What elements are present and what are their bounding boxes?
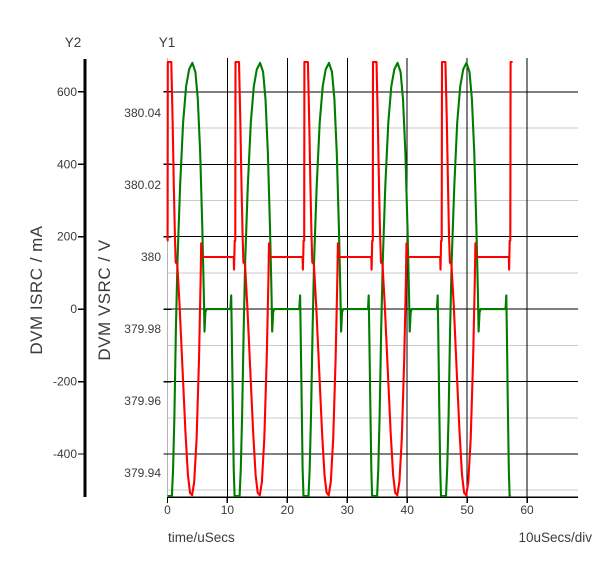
y2-tick-label: -400	[53, 447, 77, 461]
x-axis-name-label: time/uSecs	[168, 530, 235, 545]
y1-tick-label: 380.04	[124, 106, 161, 120]
x-tick-label: 50	[460, 503, 474, 517]
isrc-axis-name-label: DVM ISRC / mA	[27, 225, 46, 354]
x-tick-label: 20	[281, 503, 295, 517]
x-tick-label: 0	[164, 503, 171, 517]
x-tick-label: 60	[520, 503, 534, 517]
x-tick-label: 40	[401, 503, 415, 517]
y1-tick-labels: 380.04 380.02 380 379.98 379.96 379.94	[124, 106, 161, 480]
x-div-scale-label: 10uSecs/div	[518, 530, 592, 545]
y1-tick-label: 379.96	[124, 394, 161, 408]
y2-tick-label: 0	[70, 302, 77, 316]
y2-axis-title: Y2	[65, 35, 82, 50]
grid-major-lines	[167, 58, 578, 497]
y2-tick-label: 400	[57, 157, 77, 171]
x-tick-label: 10	[221, 503, 235, 517]
y2-tick-label: 600	[57, 85, 77, 99]
vsrc-axis-name-label: DVM VSRC / V	[95, 239, 114, 360]
y2-tick-label: -200	[53, 375, 77, 389]
x-tick-label: 30	[341, 503, 355, 517]
y1-tick-label: 380.02	[124, 178, 161, 192]
y1-tick-label: 379.94	[124, 466, 161, 480]
isrc-current-trace	[167, 61, 511, 498]
y2-tick-label: 200	[57, 230, 77, 244]
vsrc-voltage-trace	[166, 60, 513, 497]
y1-axis-title: Y1	[159, 35, 176, 50]
y2-tick-labels: 600 400 200 0 -200 -400	[53, 85, 77, 461]
y1-tick-label: 379.98	[124, 322, 161, 336]
x-tick-labels: 0 10 20 30 40 50 60	[164, 503, 534, 517]
y1-tick-label: 380	[141, 250, 161, 264]
